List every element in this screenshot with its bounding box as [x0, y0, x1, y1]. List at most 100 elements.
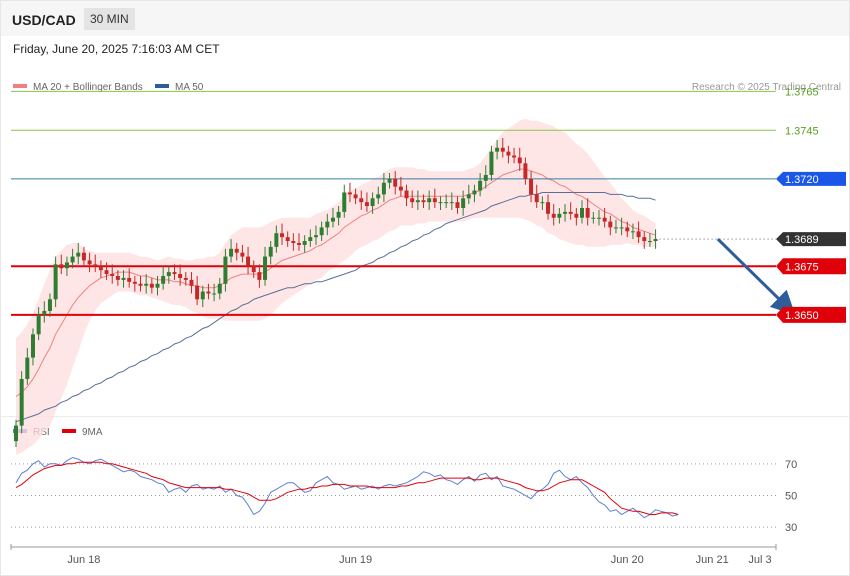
candle-body — [93, 264, 98, 267]
last-price-tag — [776, 232, 846, 247]
candle-body — [240, 252, 245, 257]
candle-body — [47, 299, 52, 311]
chart-datetime: Friday, June 20, 2025 7:16:03 AM CET — [13, 42, 220, 56]
candle-body — [319, 227, 324, 236]
resistance-label: 1.3745 — [785, 125, 819, 137]
candle-body — [36, 314, 41, 335]
rsi-tick-label: 50 — [785, 491, 797, 503]
candle-body — [200, 291, 205, 300]
candle-body — [353, 194, 358, 199]
candle-body — [297, 242, 301, 245]
candle-body — [274, 233, 279, 247]
candle-body — [308, 237, 313, 242]
x-tick-label: Jun 21 — [696, 554, 729, 566]
candle-body — [25, 357, 30, 379]
candle-body — [347, 192, 352, 195]
x-tick-label: Jun 20 — [611, 554, 644, 566]
chart-header: USD/CAD 30 MIN — [1, 1, 849, 36]
candle-body — [87, 260, 92, 265]
candle-body — [574, 213, 579, 218]
level-labels: 1.3765 1.3745 1.3720 1.3689 1.3675 1.3650 — [776, 86, 846, 323]
candle-body — [127, 277, 132, 282]
candle-body — [370, 198, 375, 207]
candle-body — [557, 213, 562, 218]
candle-body — [330, 217, 335, 222]
candle-body — [461, 198, 466, 208]
legend-swatch-ma20 — [13, 84, 27, 88]
candle-body — [302, 241, 307, 245]
candle-body — [444, 202, 449, 204]
candle-body — [195, 285, 200, 300]
candle-body — [234, 248, 239, 253]
candle-body — [313, 235, 318, 238]
candle-body — [630, 231, 635, 233]
support-label: 1.3675 — [785, 261, 819, 273]
candle-body — [404, 190, 409, 199]
candle-body — [189, 279, 194, 286]
legend-label-rsi-ma: 9MA — [82, 427, 103, 438]
candle-body — [602, 217, 607, 222]
candle-body — [149, 283, 154, 288]
pivot-label-tag — [776, 171, 846, 186]
candle-body — [500, 147, 505, 152]
candle-body — [540, 202, 545, 204]
rsi-ma-line — [15, 461, 679, 515]
candle-body — [387, 178, 392, 183]
rsi-line — [15, 456, 679, 519]
pane-separator — [0, 416, 850, 417]
candle-body — [596, 217, 601, 219]
candle-body — [246, 256, 251, 267]
candle-body — [466, 194, 471, 199]
candle-body — [517, 157, 522, 164]
candle-body — [376, 194, 381, 199]
support-label-tag — [776, 258, 846, 275]
candle-body — [206, 291, 211, 294]
candle-body — [534, 194, 539, 203]
candle-body — [53, 264, 58, 300]
candle-body — [121, 277, 126, 280]
legend-label-ma50: MA 50 — [175, 82, 204, 93]
candle-body — [585, 208, 590, 218]
candle-body — [212, 293, 217, 295]
candle-body — [636, 231, 641, 238]
candle-body — [59, 264, 64, 269]
copyright-notice: Research © 2025 Trading Central — [692, 82, 841, 93]
candle-body — [178, 274, 183, 278]
candle-body — [291, 241, 296, 243]
candle-body — [138, 283, 143, 286]
candle-body — [115, 276, 120, 280]
bollinger-band-area — [16, 118, 656, 455]
candle-body — [110, 274, 115, 276]
candle-body — [415, 200, 420, 203]
rsi-tick-label: 70 — [785, 459, 797, 471]
resistance-label: 1.3765 — [785, 86, 819, 98]
candle-body — [455, 202, 460, 208]
candle-body — [393, 178, 398, 187]
timeframe-badge[interactable]: 30 MIN — [84, 8, 135, 30]
candle-body — [512, 155, 517, 158]
candle-body — [432, 198, 437, 203]
candle-body — [478, 180, 483, 191]
price-levels — [11, 90, 776, 316]
candle-body — [410, 198, 415, 203]
candle-body — [472, 190, 477, 195]
candle-body — [546, 202, 551, 214]
legend-swatch-ma50 — [155, 84, 169, 88]
x-tick-label: Jun 19 — [339, 554, 372, 566]
candle-body — [144, 283, 149, 286]
legend-swatch-rsi-ma — [62, 429, 76, 433]
candle-body — [76, 252, 81, 257]
candles — [14, 138, 658, 447]
candle-body — [70, 256, 75, 263]
candle-body — [506, 151, 511, 156]
rsi-tick-label: 30 — [785, 522, 797, 534]
candle-body — [64, 262, 69, 269]
x-axis: Jun 18 Jun 19 Jun 20 Jun 21 Jul 3 — [10, 544, 777, 566]
candle-body — [563, 211, 568, 214]
candle-body — [647, 241, 652, 243]
candle-body — [364, 202, 369, 207]
candle-body — [342, 192, 347, 212]
candle-body — [608, 221, 613, 228]
candle-body — [166, 272, 171, 276]
candle-body — [336, 211, 341, 218]
